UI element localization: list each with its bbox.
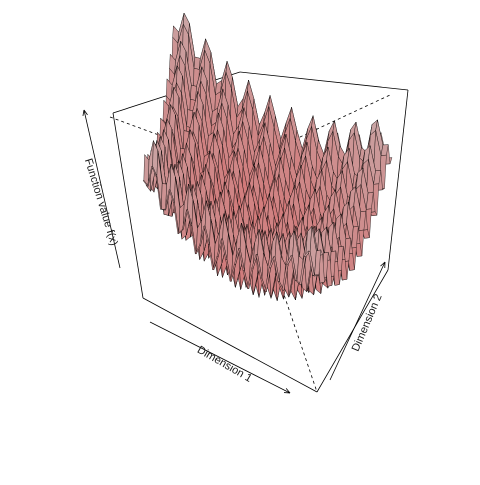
box-edge (240, 72, 408, 90)
z-axis-label: Function value f(x) (82, 157, 120, 247)
y-axis-label: Dimension 2 (350, 292, 385, 353)
x-axis-label: Dimension 1 (195, 344, 254, 385)
surface-mesh (143, 13, 392, 301)
box-edge (388, 90, 408, 270)
box-edge (113, 113, 143, 298)
surface-facet (190, 85, 196, 100)
box-edge (143, 298, 317, 392)
z-axis-arrow-head (83, 110, 84, 116)
